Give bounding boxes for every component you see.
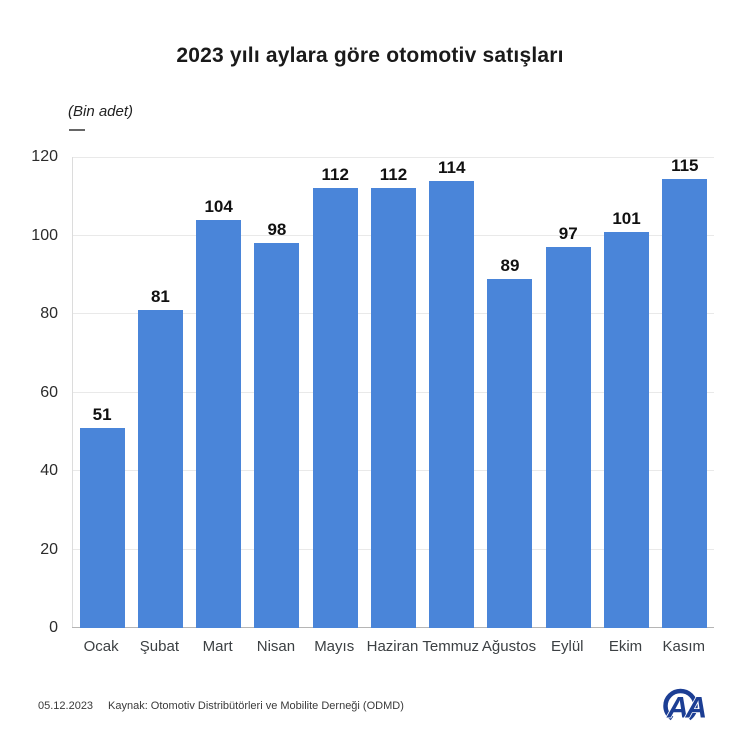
bar-slot-haziran: 112 bbox=[364, 157, 422, 628]
source-credit: Kaynak: Otomotiv Distribütörleri ve Mobi… bbox=[108, 700, 404, 712]
y-axis-tick-label: 20 bbox=[40, 540, 58, 558]
aa-logo-ring bbox=[663, 688, 698, 724]
y-axis-tick-label: 80 bbox=[40, 305, 58, 322]
bar-value-label: 51 bbox=[92, 404, 112, 424]
bar bbox=[604, 231, 650, 628]
x-axis-category-label: Mayıs bbox=[314, 638, 355, 655]
y-axis: 0 20 40 60 80 100 120 bbox=[0, 148, 58, 636]
bar-slot-ekim: 101 bbox=[597, 157, 655, 628]
bar bbox=[254, 243, 300, 628]
unit-label-underline bbox=[69, 129, 85, 131]
bar-slot-ağustos: 89 bbox=[481, 157, 539, 628]
bar-value-label: 115 bbox=[671, 156, 699, 175]
aa-logo-letter-a1: A bbox=[666, 692, 689, 725]
bar bbox=[79, 427, 125, 628]
bar-value-label: 104 bbox=[204, 196, 233, 216]
bar bbox=[137, 310, 183, 628]
x-axis-category-label: Nisan bbox=[256, 638, 296, 655]
x-axis-category-label: Temmuz bbox=[422, 638, 480, 655]
y-axis-tick-label: 40 bbox=[40, 462, 58, 479]
bar-value-label: 101 bbox=[612, 208, 641, 228]
bar bbox=[545, 247, 591, 628]
bar-slot-nisan: 98 bbox=[248, 157, 306, 628]
bar-value-label: 112 bbox=[321, 165, 349, 185]
bar-value-label: 81 bbox=[150, 287, 170, 307]
x-axis-category-label: Eylül bbox=[551, 638, 584, 655]
x-axis-category-label: Haziran bbox=[366, 638, 419, 655]
chart-title: 2023 yılı aylara göre otomotiv satışları bbox=[176, 44, 564, 67]
x-axis-category-label: Mart bbox=[202, 638, 233, 655]
bar bbox=[429, 180, 475, 628]
bar bbox=[370, 188, 416, 628]
x-axis-category-label: Şubat bbox=[139, 638, 179, 655]
publish-date: 05.12.2023 bbox=[38, 700, 94, 712]
bar bbox=[487, 278, 533, 628]
y-axis-tick-label: 120 bbox=[31, 148, 58, 165]
bar-slot-eylül: 97 bbox=[539, 157, 597, 628]
y-axis-tick-label: 100 bbox=[31, 226, 58, 244]
bar-slot-kasım: 115 bbox=[656, 157, 714, 628]
x-axis-category-label: Kasım bbox=[662, 638, 706, 655]
x-axis-category-label: Ağustos bbox=[481, 638, 537, 655]
x-axis-category-label: Ekim bbox=[608, 638, 643, 655]
bar-slot-temmuz: 114 bbox=[423, 157, 481, 628]
bar-slot-ocak: 51 bbox=[73, 157, 131, 628]
bar-slot-mart: 104 bbox=[190, 157, 248, 628]
gridline bbox=[73, 157, 714, 158]
bar-value-label: 89 bbox=[500, 255, 520, 275]
bar-slot-şubat: 81 bbox=[131, 157, 189, 628]
bar-value-label: 97 bbox=[558, 224, 578, 244]
y-axis-tick-label: 0 bbox=[49, 619, 58, 636]
aa-logo-letter-a2: A bbox=[685, 692, 708, 725]
bar bbox=[662, 179, 708, 628]
y-axis-tick-label: 60 bbox=[40, 383, 58, 401]
unit-label: (Bin adet) bbox=[68, 103, 134, 120]
bar bbox=[196, 219, 242, 628]
bar-slot-mayıs: 112 bbox=[306, 157, 364, 628]
bar bbox=[312, 188, 358, 628]
bar-series: 51 81 104 98 112 112 114 89 97 101 115 bbox=[73, 157, 714, 628]
x-axis: Ocak Şubat Mart Nisan Mayıs Haziran Temmuz Ağus… bbox=[72, 638, 713, 655]
bar-value-label: 112 bbox=[379, 165, 408, 185]
bar-value-label: 114 bbox=[438, 157, 466, 177]
aa-logo: A A bbox=[663, 688, 708, 725]
x-axis-category-label: Ocak bbox=[83, 638, 119, 655]
bar-value-label: 98 bbox=[267, 220, 287, 240]
plot-area: 51 81 104 98 112 112 114 89 97 101 115 bbox=[72, 157, 714, 628]
